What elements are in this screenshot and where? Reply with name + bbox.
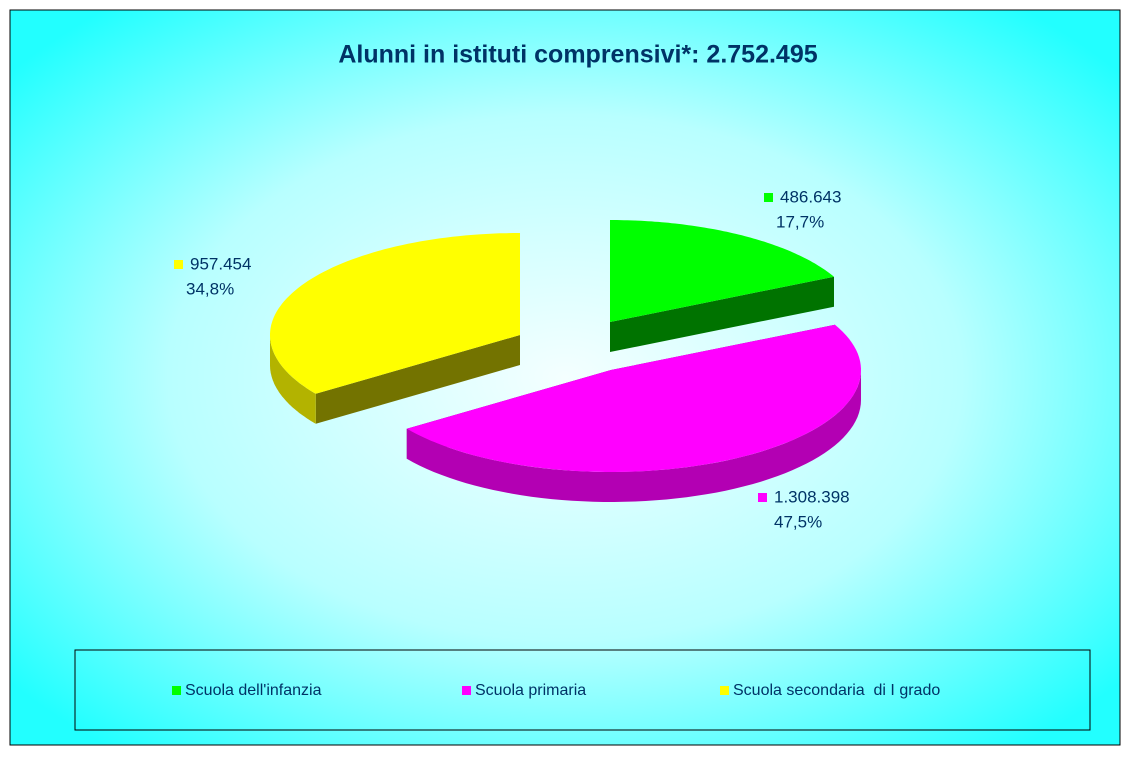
data-label: 486.643 — [780, 187, 841, 206]
slice-side — [610, 276, 834, 352]
legend-box — [74, 649, 1091, 731]
chart-area — [9, 9, 1121, 746]
slice-side — [315, 335, 520, 424]
legend-marker — [462, 686, 471, 695]
data-label: 957.454 — [190, 254, 251, 273]
slice-wall — [406, 370, 861, 502]
legend-label: Scuola secondaria di I grado — [733, 682, 940, 699]
pie-slice — [406, 324, 861, 472]
data-label: 1.308.398 — [774, 487, 850, 506]
legend-label: Scuola dell'infanzia — [185, 682, 322, 699]
chart-title: Alunni in istituti comprensivi*: 2.752.4… — [338, 41, 817, 69]
legend-label: Scuola primaria — [475, 682, 586, 699]
label-marker — [758, 493, 767, 502]
legend-marker — [720, 686, 729, 695]
percent-label: 34,8% — [186, 279, 234, 298]
pie-slice — [270, 233, 520, 394]
pie-slice — [610, 220, 834, 322]
percent-label: 47,5% — [774, 512, 822, 531]
legend-marker — [172, 686, 181, 695]
percent-label: 17,7% — [776, 212, 824, 231]
label-marker — [174, 260, 183, 269]
slice-wall — [270, 335, 316, 424]
label-marker — [764, 193, 773, 202]
